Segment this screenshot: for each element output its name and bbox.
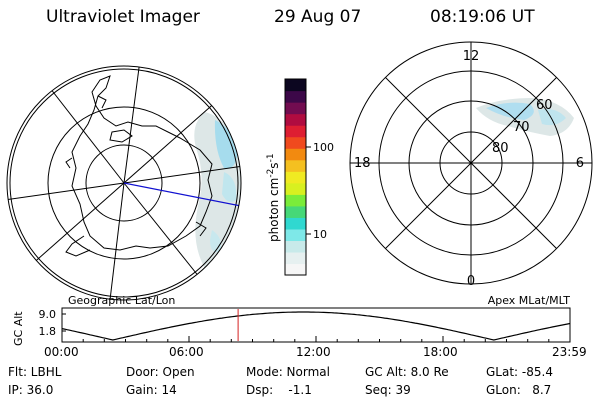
mode-info: Mode: Normal: [246, 365, 330, 379]
glat-info: GLat: -85.4: [486, 365, 553, 379]
colorbar-band: [285, 90, 306, 103]
altitude-tick-high: 9.0: [39, 308, 57, 321]
colorbar-band: [285, 263, 306, 276]
geo-outer-circle: [6, 65, 242, 301]
date-label: 29 Aug 07: [274, 7, 362, 27]
time-label: 08:19:06 UT: [430, 7, 535, 27]
filter-info: Flt: LBHL: [8, 365, 62, 379]
mlt-label-18: 18: [354, 156, 371, 171]
mag-aurora-emission: [476, 98, 574, 136]
time-tick-1200: 12:00: [296, 345, 331, 359]
colorbar-band: [285, 102, 306, 115]
door-info: Door: Open: [126, 365, 195, 379]
altitude-axis-label: GC Alt: [12, 311, 25, 346]
colorbar-band: [285, 194, 306, 207]
geo-grid: [7, 66, 241, 300]
colorbar-band: [285, 79, 306, 92]
colorbar-band: [285, 148, 306, 161]
mlt-label-12: 12: [463, 49, 480, 64]
magnetic-panel: 12 18 6 0 60 70 80: [349, 41, 593, 289]
colorbar-band: [285, 136, 306, 149]
colorbar-band: [285, 171, 306, 184]
colorbar-band: [285, 125, 306, 138]
time-tick-0000: 00:00: [44, 345, 79, 359]
glon-info: GLon: 8.7: [486, 383, 552, 397]
colorbar-band: [285, 113, 306, 126]
ip-info: IP: 36.0: [8, 383, 54, 397]
mag-panel-label: Apex MLat/MLT: [488, 294, 571, 307]
colorbar-band: [285, 182, 306, 195]
colorbar-tick-100: 100: [313, 141, 334, 154]
altitude-plot: GC Alt 9.0 1.8: [12, 307, 571, 346]
colorbar-band: [285, 159, 306, 172]
mlt-label-6: 6: [576, 156, 584, 171]
colorbar-band: [285, 251, 306, 265]
dsp-info: Dsp: -1.1: [246, 383, 312, 397]
seq-info: Seq: 39: [365, 383, 411, 397]
gc-alt-info: GC Alt: 8.0 Re: [365, 365, 449, 379]
colorbar-band: [285, 228, 306, 242]
mlat-label-70: 70: [513, 120, 530, 135]
mag-grid: [350, 42, 592, 284]
time-tick-1800: 18:00: [423, 345, 458, 359]
colorbar-tick-10: 10: [313, 228, 327, 241]
mlat-label-60: 60: [536, 98, 553, 113]
altitude-trace: [61, 311, 571, 341]
geo-aurora-emission: [194, 112, 241, 270]
sun-direction-line: [123, 182, 241, 208]
colorbar-band: [285, 205, 306, 218]
color-bar: 100 10 photon cm-2s-1: [266, 78, 334, 276]
instrument-title: Ultraviolet Imager: [46, 7, 200, 27]
mlat-label-80: 80: [492, 141, 509, 156]
geographic-panel: [6, 65, 242, 301]
colorbar-unit-label: photon cm-2s-1: [266, 153, 281, 242]
mag-outer-circle: [349, 41, 593, 285]
time-tick-0600: 06:00: [169, 345, 204, 359]
mlt-label-0: 0: [467, 274, 475, 289]
colorbar-band: [285, 217, 306, 230]
gain-info: Gain: 14: [126, 383, 177, 397]
time-tick-2359: 23:59: [552, 345, 587, 359]
altitude-tick-low: 1.8: [39, 325, 57, 338]
colorbar-band: [285, 240, 306, 253]
geo-panel-label: Geographic Lat/Lon: [68, 294, 175, 307]
